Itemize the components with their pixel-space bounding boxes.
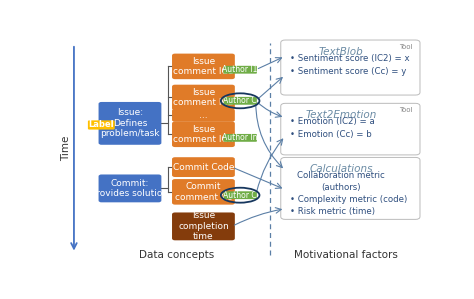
Text: Data concepts: Data concepts: [139, 250, 214, 260]
Text: (authors): (authors): [321, 183, 361, 192]
Text: Issue
comment ICn: Issue comment ICn: [173, 125, 234, 144]
Text: Motivational factors: Motivational factors: [294, 250, 398, 260]
FancyBboxPatch shape: [172, 179, 235, 205]
FancyBboxPatch shape: [223, 97, 257, 105]
FancyBboxPatch shape: [281, 103, 420, 155]
Text: Commit:
Provides solution: Commit: Provides solution: [91, 179, 169, 198]
Text: Tool: Tool: [399, 44, 413, 50]
FancyBboxPatch shape: [223, 191, 257, 199]
Text: • Sentiment score (Cc) = y: • Sentiment score (Cc) = y: [290, 66, 406, 76]
FancyBboxPatch shape: [99, 175, 161, 202]
Text: Issue
comment IC1: Issue comment IC1: [173, 57, 234, 76]
Text: Author In: Author In: [222, 133, 258, 142]
Text: Commit Code: Commit Code: [173, 163, 234, 172]
FancyBboxPatch shape: [172, 121, 235, 147]
FancyBboxPatch shape: [88, 120, 115, 129]
Text: Issue:
Defines
problem/task: Issue: Defines problem/task: [100, 109, 160, 138]
Text: Author C: Author C: [223, 191, 257, 200]
Text: • Emotion (Cc) = b: • Emotion (Cc) = b: [290, 130, 371, 139]
Text: Author I1: Author I1: [222, 65, 258, 74]
FancyBboxPatch shape: [172, 54, 235, 79]
Text: Time: Time: [61, 136, 71, 161]
FancyBboxPatch shape: [281, 158, 420, 219]
Text: TextBlob: TextBlob: [319, 47, 364, 57]
Text: Issue
completion
time: Issue completion time: [178, 211, 229, 241]
Text: Issue
comment IC2: Issue comment IC2: [173, 88, 234, 107]
FancyBboxPatch shape: [223, 134, 257, 142]
Text: • Complexity metric (code): • Complexity metric (code): [290, 195, 407, 204]
Text: Author C: Author C: [223, 96, 257, 105]
Text: Calculations: Calculations: [310, 164, 373, 174]
Text: Collaboration metric: Collaboration metric: [297, 171, 385, 180]
FancyBboxPatch shape: [281, 40, 420, 95]
Text: ...: ...: [199, 111, 208, 120]
FancyBboxPatch shape: [172, 157, 235, 177]
FancyBboxPatch shape: [172, 109, 235, 122]
Text: Commit
comment Cc: Commit comment Cc: [175, 182, 232, 202]
Text: • Emotion (IC2) = a: • Emotion (IC2) = a: [290, 117, 374, 126]
Text: Tool: Tool: [399, 107, 413, 113]
Text: • Risk metric (time): • Risk metric (time): [290, 207, 374, 216]
FancyBboxPatch shape: [172, 213, 235, 240]
FancyBboxPatch shape: [99, 102, 161, 145]
FancyBboxPatch shape: [223, 66, 257, 74]
FancyBboxPatch shape: [172, 85, 235, 110]
Text: Text2Emotion: Text2Emotion: [306, 110, 377, 120]
Text: Label: Label: [89, 120, 114, 129]
Text: • Sentiment score (IC2) = x: • Sentiment score (IC2) = x: [290, 54, 409, 63]
